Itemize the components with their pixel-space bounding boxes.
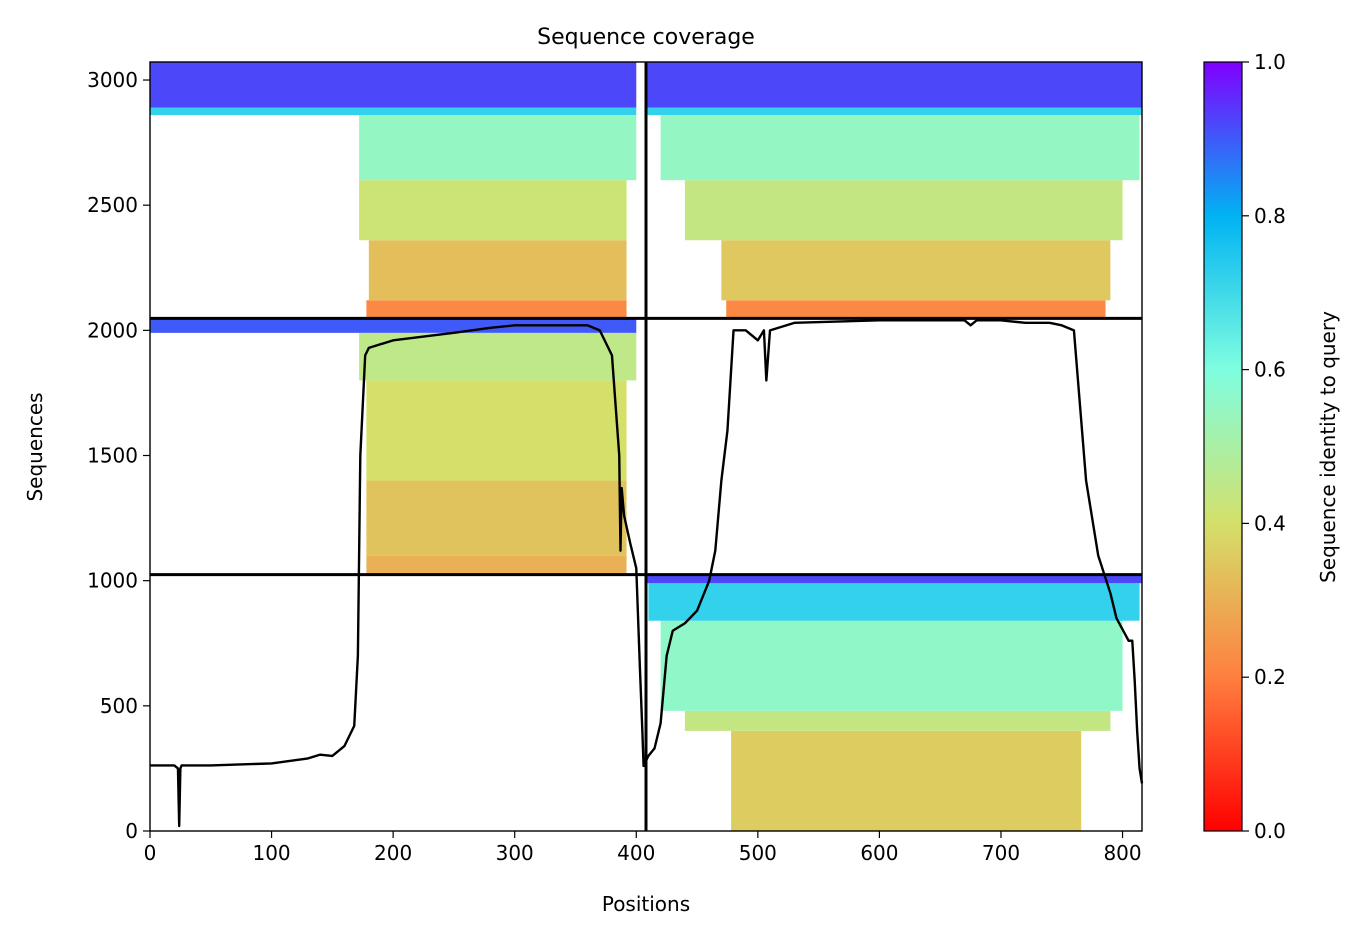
x-tick-label: 0 xyxy=(144,841,157,865)
y-tick-label: 500 xyxy=(100,694,138,718)
coverage-band-left-middle-1 xyxy=(366,480,627,556)
coverage-band-right-top-4 xyxy=(646,107,1142,116)
x-tick-label: 300 xyxy=(496,841,534,865)
x-tick-label: 100 xyxy=(252,841,290,865)
coverage-band-right-bottom-4 xyxy=(646,574,1142,584)
chart-title: Sequence coverage xyxy=(537,25,755,50)
x-tick-label: 800 xyxy=(1103,841,1141,865)
coverage-band-left-top-0 xyxy=(366,300,627,319)
coverage-band-right-top-0 xyxy=(726,300,1106,319)
coverage-band-right-top-2 xyxy=(684,180,1123,241)
y-axis-label: Sequences xyxy=(23,392,47,501)
colorbar-tick-label: 0.8 xyxy=(1254,204,1286,228)
x-tick-label: 400 xyxy=(617,841,655,865)
colorbar-label: Sequence identity to query xyxy=(1316,311,1340,583)
coverage-band-left-top-2 xyxy=(359,180,627,241)
x-axis-label: Positions xyxy=(602,892,690,916)
y-tick-label: 1000 xyxy=(87,569,138,593)
colorbar-tick-label: 0.6 xyxy=(1254,358,1286,382)
coverage-band-left-middle-4 xyxy=(150,318,637,333)
block-separators xyxy=(150,62,1142,831)
x-tick-label: 700 xyxy=(982,841,1020,865)
coverage-band-right-bottom-0 xyxy=(731,730,1082,831)
coverage-heatmap xyxy=(150,62,1142,831)
colorbar-tick-label: 0.2 xyxy=(1254,665,1286,689)
plot-area xyxy=(149,61,1144,832)
plot-frame xyxy=(149,61,1143,832)
coverage-line xyxy=(150,319,1144,828)
coverage-band-left-middle-3 xyxy=(359,332,637,381)
coverage-band-right-top-5 xyxy=(646,62,1142,108)
y-tick-label: 1500 xyxy=(87,444,138,468)
coverage-band-right-top-1 xyxy=(721,240,1111,301)
coverage-band-left-top-1 xyxy=(368,240,627,301)
x-axis: 0 100 200 300 400 500 600 700 800 xyxy=(144,831,1142,865)
y-tick-label: 0 xyxy=(125,819,138,843)
coverage-band-left-top-3 xyxy=(359,115,637,181)
coverage-band-right-bottom-2 xyxy=(660,620,1123,711)
coverage-band-right-bottom-3 xyxy=(648,583,1140,621)
colorbar-tick-label: 0.0 xyxy=(1254,819,1286,843)
coverage-band-right-bottom-1 xyxy=(684,710,1111,731)
coverage-band-left-top-5 xyxy=(150,62,637,108)
colorbar-ticks: 0.0 0.2 0.4 0.6 0.8 1.0 xyxy=(1242,50,1286,843)
coverage-band-right-top-3 xyxy=(660,115,1140,181)
colorbar: 0.0 0.2 0.4 0.6 0.8 1.0 Sequence identity to … xyxy=(1203,50,1340,843)
colorbar-gradient xyxy=(1203,61,1243,832)
x-tick-label: 200 xyxy=(374,841,412,865)
coverage-band-left-top-4 xyxy=(150,107,637,116)
x-tick-label: 600 xyxy=(860,841,898,865)
y-tick-label: 2500 xyxy=(87,193,138,217)
y-tick-label: 2000 xyxy=(87,318,138,342)
colorbar-tick-label: 0.4 xyxy=(1254,511,1286,535)
coverage-band-left-middle-0 xyxy=(366,555,627,575)
y-tick-label: 3000 xyxy=(87,68,138,92)
y-axis: 0 500 1000 1500 2000 2500 3000 xyxy=(87,68,150,843)
colorbar-tick-label: 1.0 xyxy=(1254,50,1286,74)
coverage-band-left-middle-2 xyxy=(366,380,627,481)
x-tick-label: 500 xyxy=(739,841,777,865)
